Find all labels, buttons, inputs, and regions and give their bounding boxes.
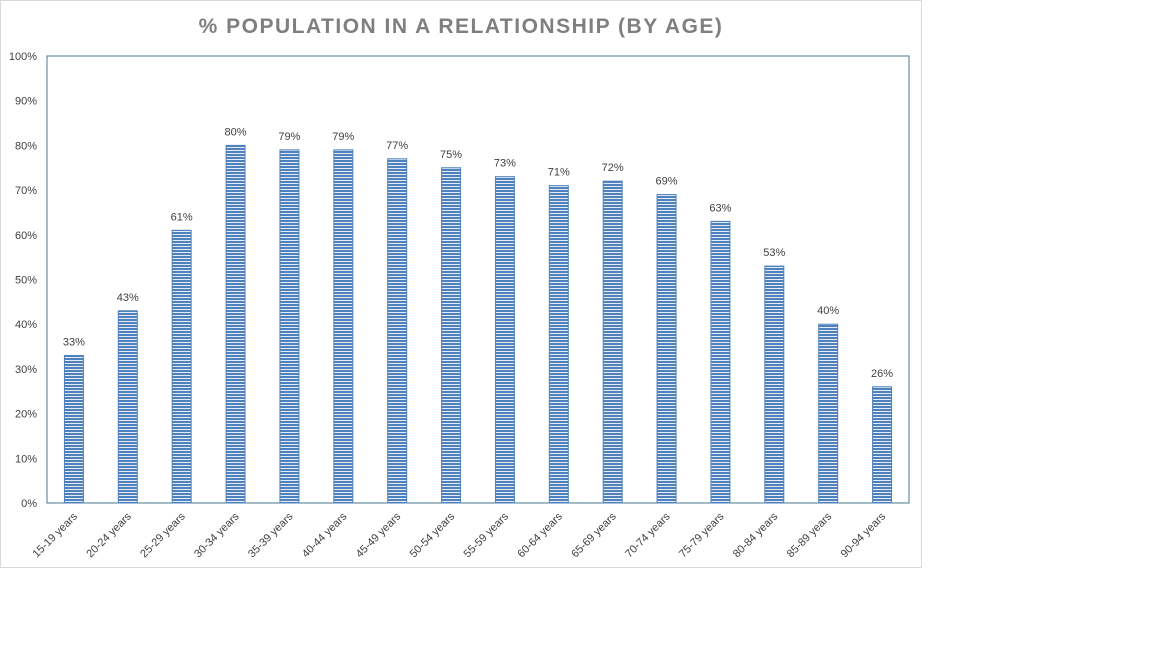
x-tick-label: 45-49 years xyxy=(354,510,404,560)
plot-area xyxy=(46,55,910,504)
bar xyxy=(656,194,677,504)
x-axis: 15-19 years 20-24 years 25-29 years 30-34 y… xyxy=(30,510,888,560)
bar xyxy=(117,310,138,504)
y-axis: 0% 10% 20% 30% 40% 50% 60% 70% 80% 90% 100% xyxy=(9,51,37,510)
bar xyxy=(764,265,785,504)
x-tick-label: 15-19 years xyxy=(30,510,80,560)
y-tick-label: 80% xyxy=(15,140,37,152)
data-labels: 33% 43% 61% 80% 79% 79% 77% 75% 73% 71% 72% 69% 63% 5… xyxy=(63,126,893,379)
bar xyxy=(494,176,515,504)
y-tick-label: 30% xyxy=(15,364,37,376)
x-tick-label: 20-24 years xyxy=(84,510,134,560)
bar xyxy=(171,229,192,504)
data-label: 69% xyxy=(656,176,678,188)
x-tick-label: 70-74 years xyxy=(623,510,673,560)
bar xyxy=(387,158,408,504)
x-tick-label: 30-34 years xyxy=(192,510,242,560)
x-tick-label: 80-84 years xyxy=(731,510,781,560)
data-label: 53% xyxy=(763,247,785,259)
data-label: 33% xyxy=(63,336,85,348)
x-tick-label: 85-89 years xyxy=(785,510,835,560)
bar xyxy=(872,386,893,504)
data-label: 40% xyxy=(817,305,839,317)
bar xyxy=(225,144,246,504)
y-tick-label: 40% xyxy=(15,319,37,331)
data-label: 77% xyxy=(386,140,408,152)
bar xyxy=(710,220,731,504)
y-tick-label: 20% xyxy=(15,409,37,421)
data-label: 79% xyxy=(332,131,354,143)
x-tick-label: 75-79 years xyxy=(677,510,727,560)
data-label: 72% xyxy=(602,162,624,174)
bars xyxy=(63,144,893,504)
y-tick-label: 100% xyxy=(9,51,37,63)
x-tick-label: 90-94 years xyxy=(839,510,889,560)
data-label: 73% xyxy=(494,158,516,170)
x-tick-label: 35-39 years xyxy=(246,510,296,560)
bar xyxy=(279,149,300,504)
bar xyxy=(548,185,569,504)
y-tick-label: 10% xyxy=(15,453,37,465)
x-tick-label: 55-59 years xyxy=(461,510,511,560)
data-label: 43% xyxy=(117,292,139,304)
data-label: 71% xyxy=(548,167,570,179)
data-label: 63% xyxy=(709,202,731,214)
bar xyxy=(818,323,839,504)
data-label: 79% xyxy=(278,131,300,143)
data-label: 26% xyxy=(871,368,893,380)
y-tick-label: 90% xyxy=(15,96,37,108)
data-label: 61% xyxy=(171,211,193,223)
x-tick-label: 25-29 years xyxy=(138,510,188,560)
chart-title: % POPULATION IN A RELATIONSHIP (BY AGE) xyxy=(199,15,724,38)
y-tick-label: 60% xyxy=(15,230,37,242)
bar xyxy=(63,354,84,504)
chart-container: % POPULATION IN A RELATIONSHIP (BY AGE) … xyxy=(0,0,922,568)
x-tick-label: 65-69 years xyxy=(569,510,619,560)
y-tick-label: 70% xyxy=(15,185,37,197)
x-tick-label: 60-64 years xyxy=(515,510,565,560)
bar xyxy=(333,149,354,504)
bar xyxy=(441,167,462,504)
data-label: 80% xyxy=(225,126,247,138)
bar xyxy=(602,180,623,504)
x-tick-label: 50-54 years xyxy=(408,510,458,560)
x-tick-label: 40-44 years xyxy=(300,510,350,560)
y-tick-label: 50% xyxy=(15,275,37,287)
data-label: 75% xyxy=(440,149,462,161)
bar-chart: % POPULATION IN A RELATIONSHIP (BY AGE) … xyxy=(9,15,910,560)
y-tick-label: 0% xyxy=(21,498,37,510)
